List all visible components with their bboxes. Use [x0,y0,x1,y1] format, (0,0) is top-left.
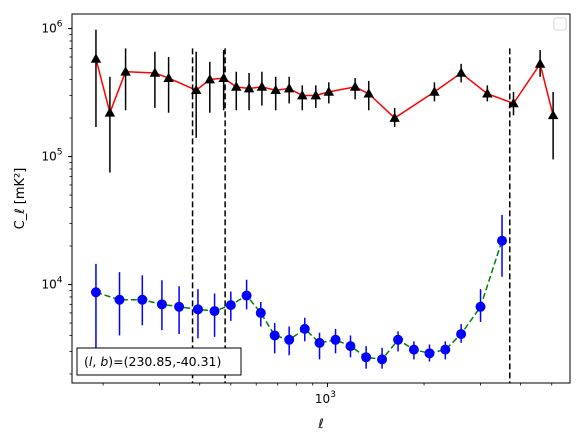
series-2-point [361,352,372,363]
series-2-point [475,301,486,312]
y-tick-label: 104 [41,276,62,292]
series-1-point [204,74,216,84]
series-1-point [149,67,161,77]
series-2-point [241,290,252,301]
series-2-point [209,306,220,317]
markers [90,53,559,365]
series-1-point [547,109,559,120]
y-tick-label: 106 [41,20,62,36]
series-1-point [104,107,116,117]
annotation-text: (l, b)=(230.85,-40.31) [84,354,221,369]
series-1-point [310,89,322,100]
series-2-point [156,299,167,310]
series-2-point [225,300,236,311]
series-1-point [389,112,400,122]
series-2-point [314,337,325,348]
vertical-dashed-lines [191,48,511,383]
legend-box[interactable] [553,17,567,31]
series-2-point [114,294,125,305]
series-1-point [231,81,242,91]
series-1-point [508,97,519,108]
series-2-point [497,235,508,246]
series-2-point [440,344,451,355]
series-2-point [255,307,266,318]
x-axis-label: ℓ [317,417,323,432]
series-2-point [408,344,419,355]
series-1-point [455,67,467,77]
series-2-point [90,287,101,298]
series-1-point [218,72,229,82]
series-2-point [456,329,467,340]
series-1-point [482,88,493,98]
series-2-point [284,334,295,345]
series-1-point [349,81,361,91]
series-1-point [534,58,546,68]
x-tick-label: 103 [315,390,336,406]
y-axis-label: C_ℓ [mK²] [13,168,28,230]
series-1-point [283,83,295,93]
series-1-point [163,72,174,82]
series-2-point [174,301,185,312]
series-2-point [269,330,280,341]
series-1-point [256,81,268,91]
series-2-point [299,323,310,334]
axis-ticks: 103 104 105 106 [41,20,553,406]
series-2-point [377,354,388,365]
series-2-point [424,348,435,359]
series-2-line [95,240,503,361]
series-1-point [90,53,102,63]
series-1-point [429,86,440,96]
series-1-point [363,88,374,98]
series-1-point [297,89,308,100]
series-2-point [345,341,356,352]
series-1-point [323,86,335,96]
series-lines [95,58,554,361]
series-2-point [192,304,203,315]
plot-frame [71,13,571,384]
y-tick-label: 105 [41,148,62,164]
series-1-point [270,84,281,95]
series-2-point [137,294,148,305]
series-2-point [393,334,404,345]
series-2-point [330,334,341,345]
annotation-box [76,347,242,376]
series-1-point [190,84,202,95]
series-1-point [120,66,131,76]
series-1-line [95,58,554,119]
series-1-point [243,83,255,93]
